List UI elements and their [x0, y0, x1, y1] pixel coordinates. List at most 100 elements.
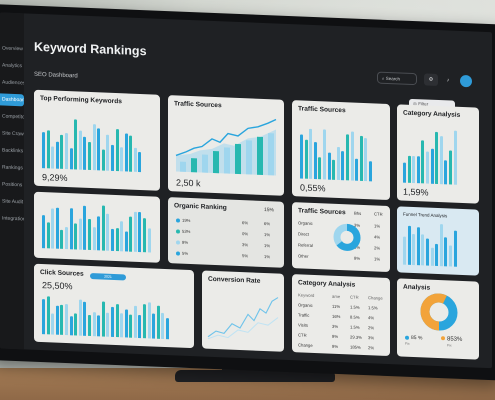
avatar[interactable]: [460, 74, 472, 88]
traffic-row-cell: Direct: [298, 231, 309, 237]
monitor-stand-base: [175, 370, 335, 382]
organic-value: 15%: [264, 207, 275, 214]
bar: [191, 158, 197, 173]
bar: [421, 140, 425, 184]
bar: [78, 130, 82, 170]
table-cell: Change: [298, 342, 313, 348]
bar: [110, 307, 114, 337]
bar: [403, 236, 406, 265]
card-traffic-sources-2[interactable]: Traffic Sources 0,55%: [292, 100, 390, 201]
search-input[interactable]: ⌕ Search: [377, 71, 417, 86]
bar: [213, 150, 219, 174]
sidebar-item[interactable]: Site Crawl: [2, 130, 24, 138]
bar: [133, 211, 137, 252]
bar: [129, 314, 133, 338]
conversion-line-chart: [207, 297, 279, 340]
bar: [345, 134, 349, 181]
funnel-bars: [403, 221, 457, 267]
traffic-row-cell: 4%: [374, 234, 381, 240]
bar: [448, 245, 452, 267]
bar: [78, 299, 82, 336]
sidebar-item[interactable]: Audiences: [2, 79, 24, 87]
table-cell: 1.5%: [350, 304, 360, 310]
organic-row-value: 53%: [176, 228, 190, 234]
sidebar-item[interactable]: Rankings: [2, 164, 23, 172]
bar: [368, 160, 372, 182]
bar: [161, 313, 165, 340]
card-category-analysis-2[interactable]: Category Analysis Keyword ame CTR Change Org…: [292, 274, 390, 357]
bar: [332, 159, 336, 180]
bar: [51, 146, 55, 169]
bar: [407, 225, 411, 265]
search-label: Search: [385, 75, 401, 82]
sidebar-item[interactable]: Analytics: [2, 62, 23, 70]
dashboard-subtitle: SEO Dashboard: [34, 71, 78, 80]
bar: [444, 160, 448, 185]
category-table: Keyword ame CTR Change Organic 11% 1.5% 1.5% Tra…: [292, 274, 390, 350]
card-click-sources[interactable]: Click Sources 2021 25,50%: [34, 263, 194, 349]
sidebar-item[interactable]: Dashboard: [0, 93, 24, 107]
bar: [124, 309, 128, 338]
organic-rows: 19% 6% 6% 53% 0% 1% 8% 3% 1% 5% 5% 1%: [168, 197, 284, 259]
traffic3-rows: Organic 3% 1% Direct 3% 4% Referral 3% 2% Other 8%…: [292, 202, 390, 261]
bar: [453, 130, 457, 185]
bar: [138, 211, 142, 253]
bar: [55, 141, 59, 169]
table-header: Keyword: [298, 292, 315, 299]
table-cell: 29.3%: [350, 334, 362, 340]
card-funnel-trend[interactable]: Funnel Trend Analysis: [397, 206, 479, 276]
sidebar-item[interactable]: Positions: [2, 181, 23, 189]
bar: [106, 213, 110, 251]
card-traffic-sources-1[interactable]: Traffic Sources 2,50 k: [168, 95, 284, 196]
table-cell: 16%: [332, 313, 341, 320]
card-traffic-sources-3[interactable]: Traffic Sources Bhs CTR Organic 3% 1% Direc…: [292, 202, 390, 273]
card-title: Top Performing Keywords: [40, 95, 122, 106]
bar: [74, 223, 78, 250]
gear-icon: ⚙: [428, 76, 434, 83]
sidebar-item[interactable]: Integrations: [2, 215, 24, 223]
bar: [120, 313, 124, 338]
sidebar-item[interactable]: Backlinks: [2, 147, 24, 155]
bar: [124, 133, 128, 172]
bar: [425, 238, 429, 266]
sidebar-item[interactable]: Overview: [2, 45, 23, 53]
card-bars-large[interactable]: [34, 191, 160, 263]
traffic-row-cell: 8%: [354, 255, 361, 261]
card-organic-ranking[interactable]: Organic Ranking 15% 19% 6% 6% 53% 0% 1% 8% 3% 1%…: [168, 197, 284, 268]
card-title: Analysis: [403, 283, 431, 292]
card-top-keywords[interactable]: Top Performing Keywords 9,29%: [34, 89, 160, 191]
card-analysis[interactable]: Analysis 85 % Fix 853% Fix: [397, 278, 479, 360]
bar: [46, 130, 50, 169]
traffic-row-cell: 1%: [374, 223, 381, 229]
bar: [138, 152, 142, 173]
organic-row-cell: 5%: [242, 253, 249, 259]
legend-sub: Fix: [405, 341, 410, 346]
settings-button[interactable]: ⚙: [424, 73, 438, 86]
bar: [350, 131, 354, 181]
bar: [42, 132, 45, 169]
bar: [138, 314, 142, 339]
card-title: Funnel Trend Analysis: [403, 211, 448, 219]
bar: [364, 137, 368, 182]
bar: [407, 155, 411, 183]
bar: [152, 313, 156, 339]
tab-2021[interactable]: 2021: [90, 273, 126, 281]
sidebar-item[interactable]: Competitors: [2, 113, 24, 121]
bar: [444, 237, 448, 267]
bar: [313, 141, 317, 180]
bar: [124, 230, 128, 252]
bar: [64, 226, 68, 250]
organic-row-cell: 1%: [264, 254, 271, 260]
bar: [120, 147, 124, 172]
card-conversion-rate[interactable]: Conversion Rate: [202, 270, 284, 352]
bar: [87, 315, 91, 337]
card-category-analysis-1[interactable]: Category Analysis 1,59%: [397, 104, 479, 204]
bar: [412, 155, 416, 184]
table-cell: 11%: [332, 303, 341, 310]
bar: [416, 156, 420, 184]
sidebar-item[interactable]: Site Audit: [2, 198, 24, 206]
bar: [129, 216, 133, 252]
bar: [435, 131, 439, 184]
top-keywords-bars: [42, 112, 142, 173]
notifications-button[interactable]: ♪: [443, 74, 453, 86]
